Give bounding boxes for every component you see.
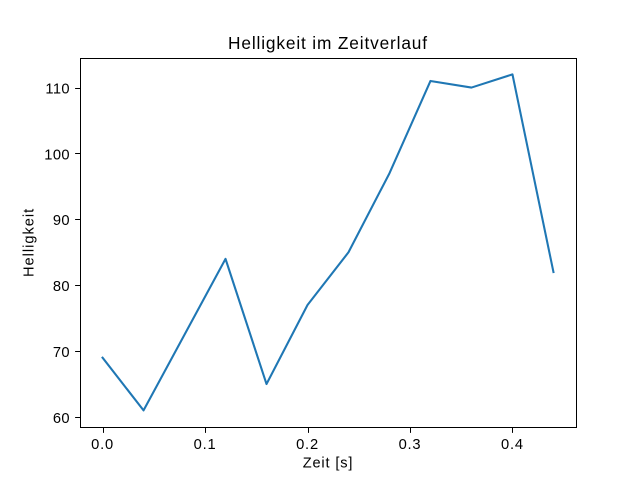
svg-text:Helligkeit: Helligkeit <box>22 208 38 277</box>
svg-text:Zeit [s]: Zeit [s] <box>303 456 354 472</box>
svg-text:110: 110 <box>45 81 70 97</box>
svg-text:60: 60 <box>53 411 70 427</box>
svg-text:0.0: 0.0 <box>91 437 114 453</box>
svg-text:90: 90 <box>53 213 70 229</box>
svg-text:100: 100 <box>44 147 70 163</box>
svg-text:0.2: 0.2 <box>296 437 319 453</box>
svg-text:70: 70 <box>53 345 70 361</box>
svg-text:80: 80 <box>53 279 70 295</box>
svg-text:0.4: 0.4 <box>501 437 524 453</box>
svg-text:0.3: 0.3 <box>399 437 422 453</box>
svg-text:0.1: 0.1 <box>194 437 217 453</box>
svg-text:Helligkeit im Zeitverlauf: Helligkeit im Zeitverlauf <box>228 33 428 53</box>
